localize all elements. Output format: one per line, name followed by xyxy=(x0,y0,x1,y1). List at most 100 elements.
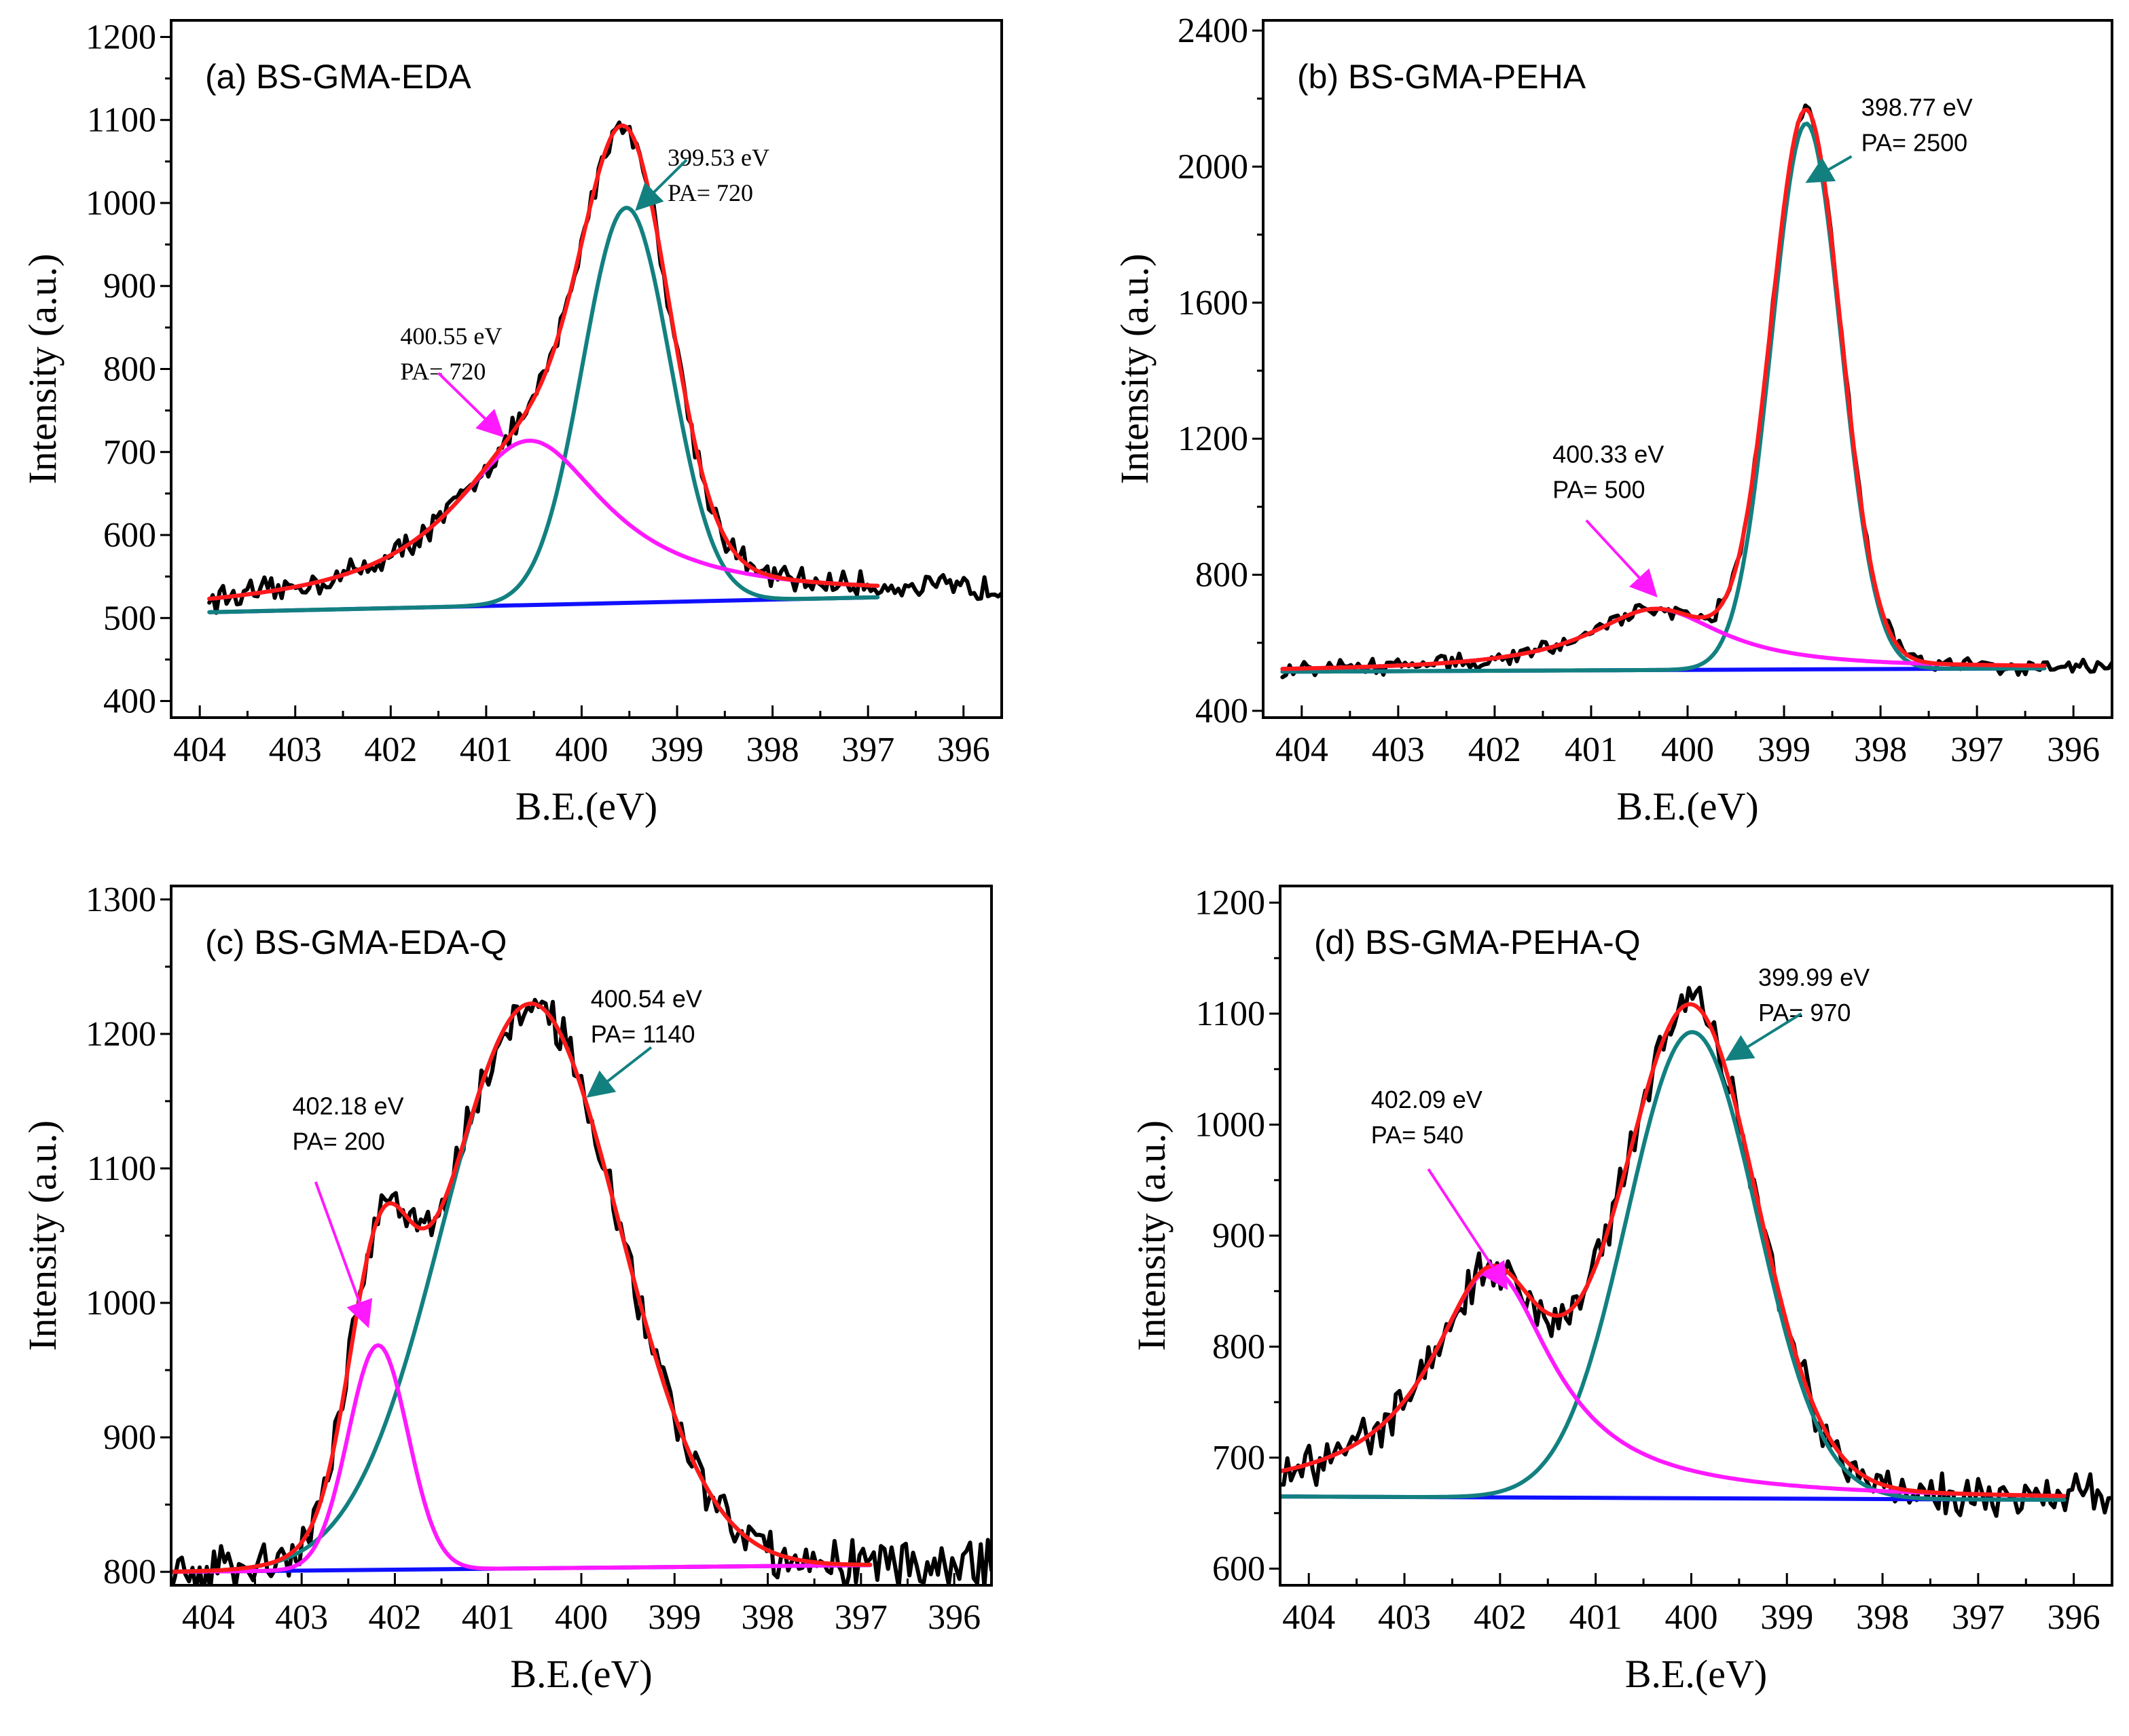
x-tick-label-a: 401 xyxy=(460,731,513,769)
x-axis-title-c: B.E.(eV) xyxy=(510,1652,652,1696)
annotation-arrow-d-2 xyxy=(1427,1168,1508,1291)
annotation-text-b-1: PA= 2500 xyxy=(1861,128,1967,156)
y-tick-label-b: 2000 xyxy=(1178,147,1248,186)
annotation-text-a-2: PA= 720 xyxy=(400,358,486,385)
panel-b: 404 403 402 401 400 399 398 397 396 400 800 1200 160… xyxy=(1112,12,2113,828)
y-tick-label-c: 800 xyxy=(103,1553,156,1591)
annotation-text-d-1: PA= 970 xyxy=(1758,999,1851,1027)
x-tick-label-c: 401 xyxy=(462,1598,515,1637)
y-tick-label-a: 700 xyxy=(103,433,156,472)
fit-peak-d-1 xyxy=(1280,1030,2067,1502)
annotation-arrow-a-1 xyxy=(635,158,688,211)
y-tick-label-d: 600 xyxy=(1212,1549,1265,1588)
plot-area-b xyxy=(1280,103,2112,680)
plot-area-d xyxy=(1280,985,2112,1518)
panel-title-a: (a) BS-GMA-EDA xyxy=(205,58,471,96)
fit-peak-c-2 xyxy=(171,1343,873,1574)
x-tick-label-b: 404 xyxy=(1275,731,1328,769)
x-tick-label-c: 400 xyxy=(555,1598,608,1637)
plot-area-c xyxy=(171,997,991,1585)
annotation-text-c-2: 402.18 eV xyxy=(292,1092,403,1120)
annotation-text-a-1: 399.53 eV xyxy=(668,144,769,171)
raw-spectrum-d xyxy=(1280,985,2112,1518)
fit-peak-c-1 xyxy=(171,1001,873,1574)
y-tick-label-a: 1000 xyxy=(86,184,156,223)
annotation-text-c-1: 400.54 eV xyxy=(591,984,702,1012)
y-axis-title-a: Intensity (a.u.) xyxy=(20,254,65,485)
y-tick-label-b: 400 xyxy=(1195,692,1248,731)
y-tick-label-a: 900 xyxy=(103,267,156,306)
x-tick-label-d: 402 xyxy=(1474,1598,1527,1637)
x-tick-label-b: 397 xyxy=(1950,731,2003,769)
y-tick-label-a: 800 xyxy=(103,350,156,389)
x-tick-label-c: 404 xyxy=(182,1598,235,1637)
x-tick-label-d: 399 xyxy=(1760,1598,1813,1637)
y-tick-label-b: 1200 xyxy=(1178,420,1248,458)
panel-a: 404 403 402 401 400 399 398 397 396 400 500 600 700 8… xyxy=(20,18,1003,828)
y-tick-label-d: 1200 xyxy=(1195,884,1265,923)
x-tick-label-c: 398 xyxy=(742,1598,795,1637)
fit-peak-b-1 xyxy=(1280,122,2047,674)
y-tick-label-c: 1000 xyxy=(86,1284,156,1323)
fit-envelope-d xyxy=(1280,1002,2067,1498)
x-tick-label-d: 400 xyxy=(1664,1598,1717,1637)
annotation-arrow-b-1 xyxy=(1805,155,1853,183)
x-tick-label-a: 402 xyxy=(364,731,417,769)
x-tick-label-b: 403 xyxy=(1372,731,1425,769)
x-tick-label-a: 398 xyxy=(746,731,799,769)
y-tick-label-d: 1000 xyxy=(1195,1106,1265,1145)
plot-frame-c xyxy=(170,885,993,1587)
raw-spectrum-a xyxy=(207,120,1002,615)
x-tick-label-a: 403 xyxy=(269,731,322,769)
x-tick-label-b: 398 xyxy=(1854,731,1907,769)
plot-area-a xyxy=(207,120,1002,615)
x-tick-label-b: 402 xyxy=(1468,731,1521,769)
y-tick-label-d: 1100 xyxy=(1196,995,1265,1033)
y-tick-label-a: 1100 xyxy=(87,101,156,140)
annotation-text-c-1: PA= 1140 xyxy=(591,1020,695,1048)
y-tick-label-b: 1600 xyxy=(1178,284,1248,322)
annotation-arrow-d-1 xyxy=(1724,1012,1802,1061)
y-tick-label-b: 800 xyxy=(1195,556,1248,595)
x-tick-label-c: 403 xyxy=(275,1598,328,1637)
y-axis-title-c: Intensity (a.u.) xyxy=(20,1120,65,1351)
x-tick-label-d: 403 xyxy=(1378,1598,1431,1637)
panel-d: 404 403 402 401 400 399 398 397 396 600 700 800 900 1… xyxy=(1129,884,2113,1696)
x-tick-label-b: 401 xyxy=(1565,731,1618,769)
fit-envelope-b xyxy=(1280,107,2047,671)
x-tick-label-b: 399 xyxy=(1758,731,1810,769)
y-tick-label-a: 1200 xyxy=(86,18,156,56)
y-tick-label-b: 2400 xyxy=(1178,12,1248,50)
y-tick-label-c: 1300 xyxy=(86,881,156,919)
y-tick-label-c: 1200 xyxy=(86,1015,156,1054)
y-tick-label-a: 600 xyxy=(103,516,156,555)
x-tick-label-b: 396 xyxy=(2047,731,2100,769)
x-tick-label-d: 397 xyxy=(1952,1598,2005,1637)
fit-envelope-a xyxy=(207,123,880,601)
x-tick-label-d: 396 xyxy=(2048,1598,2100,1637)
panel-c: 404 403 402 401 400 399 398 397 396 800 900 1000 110… xyxy=(20,881,993,1696)
y-tick-label-d: 800 xyxy=(1212,1327,1265,1366)
x-tick-label-a: 400 xyxy=(555,731,608,769)
x-tick-label-c: 402 xyxy=(368,1598,421,1637)
y-axis-title-b: Intensity (a.u.) xyxy=(1112,254,1157,485)
annotation-arrow-b-2 xyxy=(1585,519,1658,598)
fit-peak-d-2 xyxy=(1280,1268,2067,1498)
annotation-text-d-1: 399.99 eV xyxy=(1758,963,1870,991)
annotation-text-d-2: PA= 540 xyxy=(1371,1121,1463,1149)
y-tick-label-c: 1100 xyxy=(87,1149,156,1188)
fit-envelope-c xyxy=(171,1001,873,1574)
x-axis-title-b: B.E.(eV) xyxy=(1616,784,1758,828)
annotation-text-a-1: PA= 720 xyxy=(668,179,753,206)
fit-peak-a-1 xyxy=(207,206,880,614)
x-axis-title-a: B.E.(eV) xyxy=(515,784,657,828)
y-tick-label-c: 900 xyxy=(103,1418,156,1457)
x-tick-label-d: 401 xyxy=(1569,1598,1622,1637)
annotation-text-b-1: 398.77 eV xyxy=(1861,93,1973,121)
y-tick-label-d: 700 xyxy=(1212,1439,1265,1477)
x-tick-label-d: 398 xyxy=(1856,1598,1909,1637)
x-tick-label-c: 399 xyxy=(648,1598,701,1637)
y-tick-label-d: 900 xyxy=(1212,1217,1265,1255)
raw-spectrum-b xyxy=(1280,103,2112,680)
